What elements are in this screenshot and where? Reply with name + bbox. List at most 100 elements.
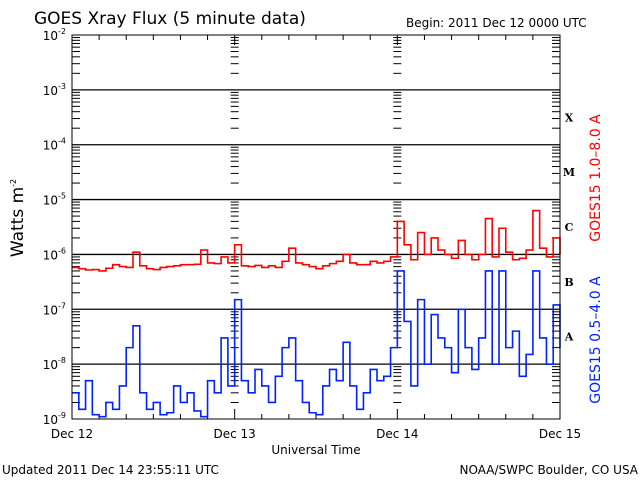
data-point xyxy=(478,337,480,339)
data-point xyxy=(478,253,480,256)
data-point xyxy=(213,392,215,394)
updated-time: Updated 2011 Dec 14 23:55:11 UTC xyxy=(2,463,219,477)
data-point xyxy=(437,337,439,339)
y-tick-base: 10 xyxy=(43,139,58,153)
y-axis-label-text: Watts m xyxy=(8,187,28,257)
data-point xyxy=(112,264,114,266)
flare-class-label: C xyxy=(565,221,574,234)
data-point xyxy=(227,262,229,264)
y-tick-exp: -8 xyxy=(58,356,66,365)
data-point xyxy=(125,266,127,269)
x-tick-label: Dec 12 xyxy=(51,427,93,441)
data-point xyxy=(525,249,527,251)
data-point xyxy=(362,264,365,266)
data-point xyxy=(498,227,500,229)
data-point xyxy=(532,270,534,272)
data-point xyxy=(145,268,148,270)
y-tick-label: 10-8 xyxy=(43,356,66,372)
y-tick-label: 10-2 xyxy=(43,27,66,43)
data-point xyxy=(396,270,398,272)
data-point xyxy=(193,410,195,412)
data-point xyxy=(356,264,358,266)
data-point xyxy=(491,256,493,258)
data-point xyxy=(98,270,100,272)
data-point xyxy=(484,217,487,220)
data-point xyxy=(186,392,188,394)
data-point xyxy=(369,260,371,262)
data-point xyxy=(247,392,249,394)
data-point xyxy=(91,268,93,271)
data-point xyxy=(450,372,453,374)
data-point xyxy=(322,385,324,387)
data-point xyxy=(369,368,371,371)
y-tick-exp: -9 xyxy=(58,411,66,420)
data-point xyxy=(84,269,87,271)
data-point xyxy=(342,253,344,256)
data-point xyxy=(112,408,114,410)
data-point xyxy=(383,375,385,377)
data-point xyxy=(240,265,243,267)
data-point xyxy=(511,259,514,261)
data-point xyxy=(328,368,331,371)
data-point xyxy=(498,270,500,272)
data-point xyxy=(464,347,466,349)
data-point xyxy=(383,260,385,262)
data-point xyxy=(356,408,358,410)
data-point xyxy=(450,257,453,259)
y-tick-label: 10-5 xyxy=(43,192,66,208)
data-point xyxy=(254,264,256,267)
data-point xyxy=(200,416,202,418)
data-point xyxy=(78,408,80,410)
x-axis-label: Universal Time xyxy=(271,443,360,457)
data-point xyxy=(152,401,154,404)
chart-title: GOES Xray Flux (5 minute data) xyxy=(34,9,306,29)
legend-short-channel: GOES15 0.5–4.0 A xyxy=(588,276,604,404)
data-point xyxy=(132,325,134,327)
data-point xyxy=(444,347,446,349)
data-point xyxy=(525,353,527,356)
data-point xyxy=(315,414,317,416)
x-tick-label: Dec 13 xyxy=(214,427,256,441)
data-point xyxy=(335,380,337,382)
data-point xyxy=(484,270,487,272)
data-point xyxy=(295,262,297,264)
data-point xyxy=(464,253,466,256)
data-point xyxy=(471,368,473,371)
data-point xyxy=(159,266,161,269)
data-point xyxy=(539,337,541,339)
data-point xyxy=(417,231,419,234)
data-point xyxy=(179,264,182,266)
series-lines xyxy=(71,209,561,418)
data-point xyxy=(125,347,127,349)
data-point xyxy=(505,251,507,253)
data-point xyxy=(505,347,507,349)
data-point xyxy=(389,347,392,349)
data-point xyxy=(139,392,141,394)
legend-long-channel: GOES15 1.0–8.0 A xyxy=(588,114,604,242)
data-point xyxy=(78,268,80,270)
flare-class-label: X xyxy=(565,111,574,124)
plot-frame xyxy=(71,34,561,420)
data-point xyxy=(301,264,304,266)
data-point xyxy=(281,260,283,262)
data-point xyxy=(118,265,121,268)
y-tick-base: 10 xyxy=(43,303,58,317)
series-line-long xyxy=(72,209,561,272)
y-tick-exp: -3 xyxy=(58,82,66,91)
series-line-short xyxy=(72,270,561,418)
data-point xyxy=(430,314,432,316)
begin-time: Begin: 2011 Dec 12 0000 UTC xyxy=(406,16,587,30)
y-tick-label: 10-7 xyxy=(43,301,66,317)
data-point xyxy=(410,385,412,387)
data-point xyxy=(362,392,365,394)
data-point xyxy=(389,256,392,258)
data-point xyxy=(145,408,148,410)
data-point xyxy=(335,260,337,262)
data-point xyxy=(295,380,297,382)
data-point xyxy=(98,416,100,418)
data-point xyxy=(403,320,405,323)
flare-class-label: A xyxy=(564,331,574,344)
data-point xyxy=(254,368,256,371)
y-tick-base: 10 xyxy=(43,248,58,262)
data-point xyxy=(159,414,161,416)
